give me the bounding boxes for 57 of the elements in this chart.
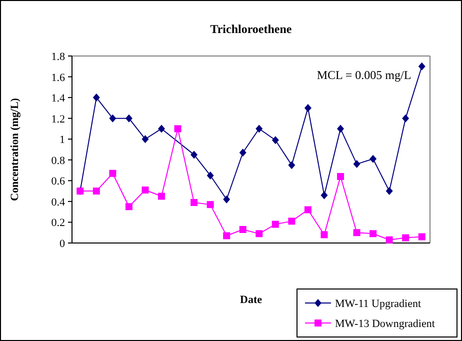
point (92, 188, 100, 195)
y-tick-label: 0.8 (51, 154, 66, 167)
point (320, 231, 328, 238)
point (206, 201, 214, 208)
point (142, 135, 149, 144)
point (402, 114, 410, 122)
point (337, 173, 344, 180)
point (418, 62, 426, 70)
point (402, 234, 410, 242)
point (190, 198, 198, 206)
legend-label: MW-11 Upgradient (335, 298, 422, 310)
point (370, 154, 377, 163)
y-tick-label: 0 (60, 238, 66, 250)
point (223, 232, 230, 240)
point (256, 124, 263, 133)
point (386, 236, 393, 244)
point (418, 233, 426, 240)
point (304, 104, 312, 112)
point (142, 186, 149, 194)
point (223, 195, 230, 204)
point (125, 203, 132, 210)
point (272, 136, 279, 144)
point (109, 114, 116, 122)
annotation: MCL = 0.005 mg/L (316, 68, 412, 82)
point (386, 187, 393, 196)
y-tick-label: 1.8 (51, 51, 66, 63)
x-axis-title: Date (240, 294, 262, 306)
legend-label: MW-13 Downgradient (335, 318, 435, 330)
point (304, 206, 312, 214)
point (125, 114, 132, 122)
y-axis-title: Concentration (mg/L) (9, 98, 21, 201)
point (337, 124, 344, 133)
point (206, 171, 214, 180)
point (320, 191, 328, 200)
point (239, 226, 246, 233)
point (109, 170, 116, 177)
y-tick-label: 1 (60, 134, 65, 146)
point (92, 94, 100, 102)
point (256, 230, 263, 238)
point (370, 230, 377, 238)
y-tick-label: 1.6 (51, 72, 66, 84)
point (158, 124, 165, 133)
y-tick-label: 0.4 (51, 196, 66, 208)
point (158, 192, 165, 200)
y-tick-label: 0.2 (51, 217, 65, 230)
point (353, 229, 360, 236)
point (239, 148, 246, 157)
y-tick-label: 0.6 (51, 176, 66, 188)
y-tick-label: 1.4 (51, 92, 66, 105)
point (174, 125, 182, 132)
point (190, 150, 198, 159)
point (288, 218, 296, 225)
point (353, 160, 360, 168)
point (288, 161, 296, 170)
point (272, 220, 279, 228)
chart-title: Trichloroethene (210, 22, 292, 36)
y-tick-label: 1.2 (51, 113, 65, 126)
